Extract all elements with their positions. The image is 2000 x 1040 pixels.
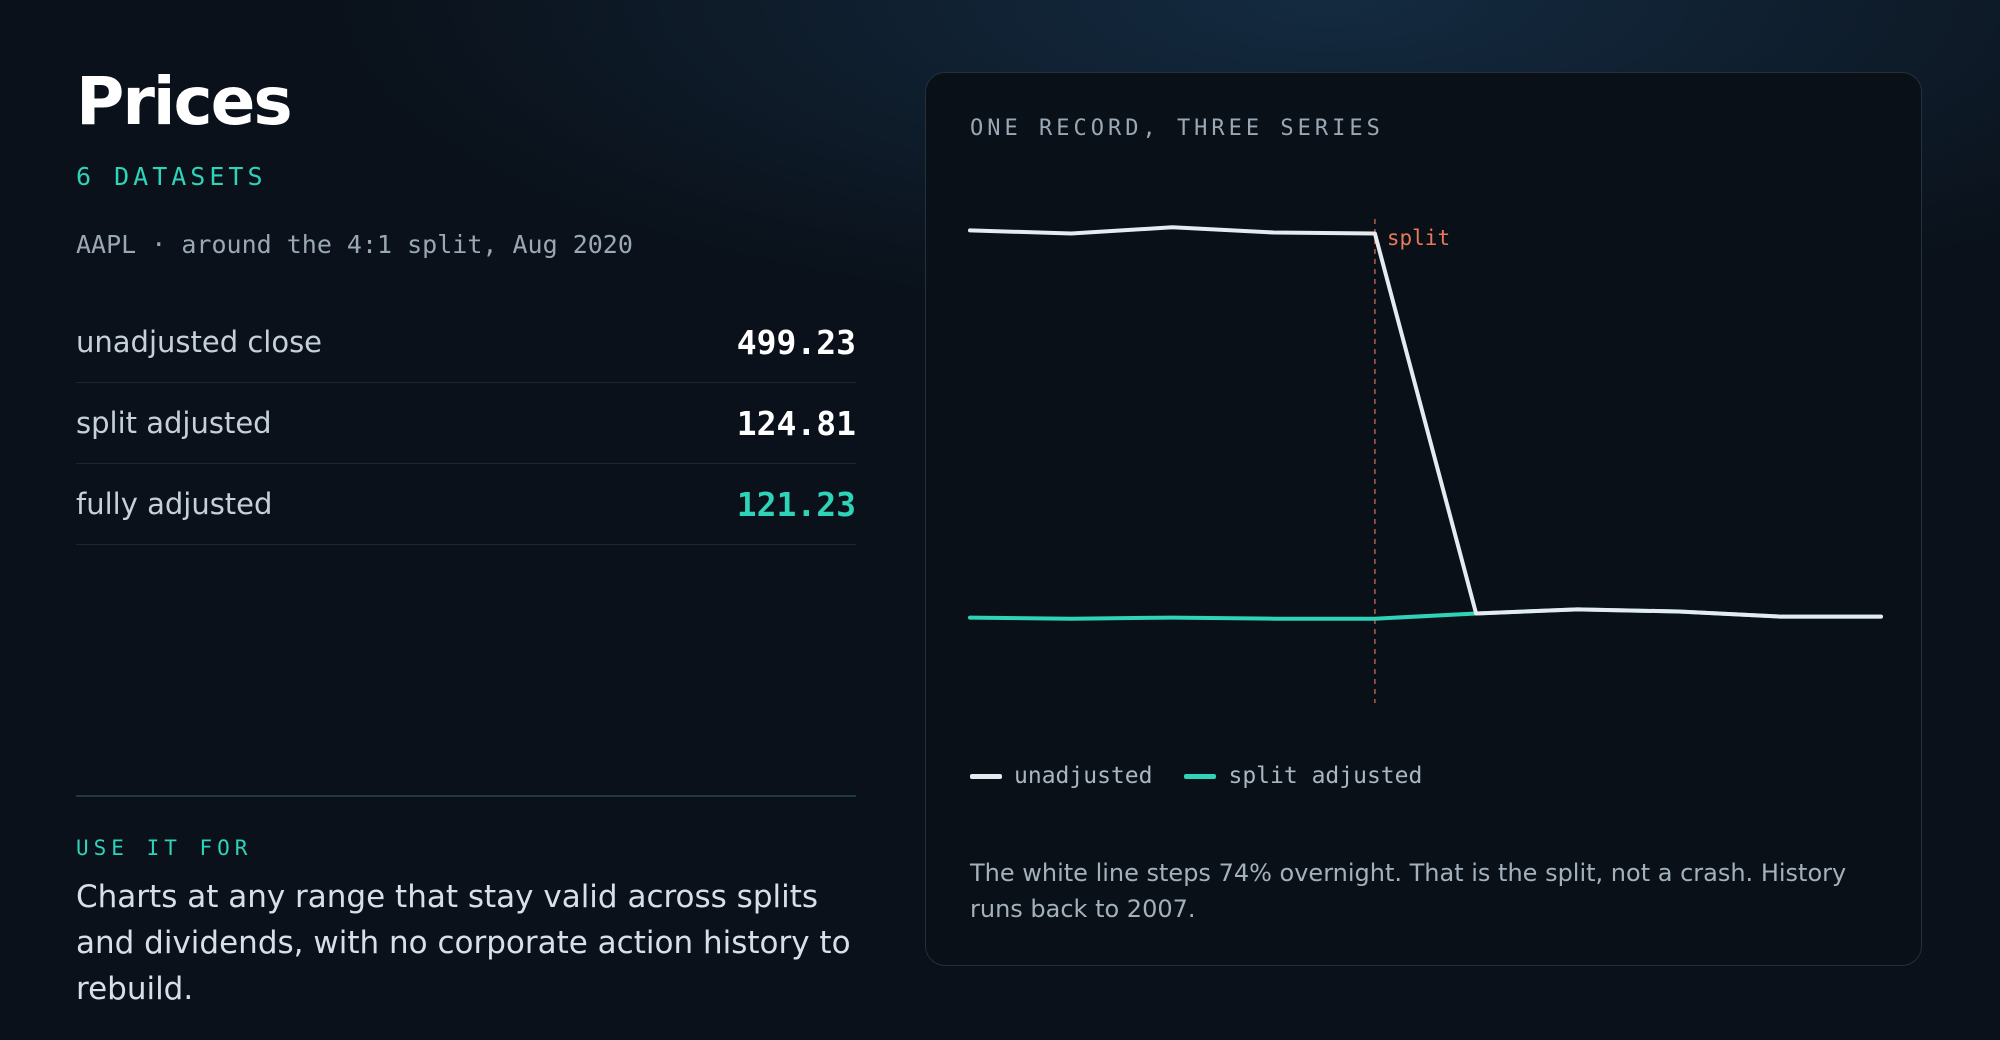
row-value: 124.81 [736, 403, 856, 443]
use-it-for-text: Charts at any range that stay valid acro… [76, 879, 851, 1007]
row-value: 499.23 [736, 322, 856, 362]
datasets-count[interactable]: 6 DATASETS [76, 162, 267, 191]
price-row-unadjusted: unadjusted close 499.23 [76, 302, 856, 383]
row-label: fully adjusted [76, 487, 273, 521]
left-panel: Prices 6 DATASETS AAPL · around the 4:1 … [76, 0, 856, 1040]
legend-item-unadjusted[interactable]: unadjusted [970, 763, 1152, 789]
legend-item-split-adjusted[interactable]: split adjusted [1184, 763, 1422, 789]
series-group [968, 225, 1883, 621]
legend-label: unadjusted [1014, 763, 1153, 789]
row-value: 121.23 [736, 484, 856, 524]
row-label: split adjusted [76, 406, 272, 440]
ticker-subtitle: AAPL · around the 4:1 split, Aug 2020 [76, 230, 633, 259]
price-row-split-adjusted: split adjusted 124.81 [76, 383, 856, 464]
chart-caption: The white line steps 74% overnight. That… [970, 859, 1847, 923]
page-title: Prices [76, 63, 293, 140]
chart-legend: unadjusted split adjusted [970, 763, 1422, 789]
legend-swatch-teal [1184, 773, 1217, 779]
price-chart: split [968, 219, 1883, 703]
use-it-for-label: USE IT FOR [76, 836, 253, 860]
section-divider [76, 795, 856, 797]
series-line-unadjusted [968, 225, 1883, 619]
chart-card: ONE RECORD, THREE SERIES split unadjuste… [925, 72, 1922, 966]
legend-label: split adjusted [1228, 763, 1423, 789]
price-rows: unadjusted close 499.23 split adjusted 1… [76, 302, 856, 545]
split-marker-label: split [1387, 226, 1450, 250]
price-row-fully-adjusted: fully adjusted 121.23 [76, 464, 856, 545]
row-label: unadjusted close [76, 325, 323, 359]
chart-title: ONE RECORD, THREE SERIES [970, 116, 1384, 141]
legend-swatch-white [970, 773, 1002, 779]
